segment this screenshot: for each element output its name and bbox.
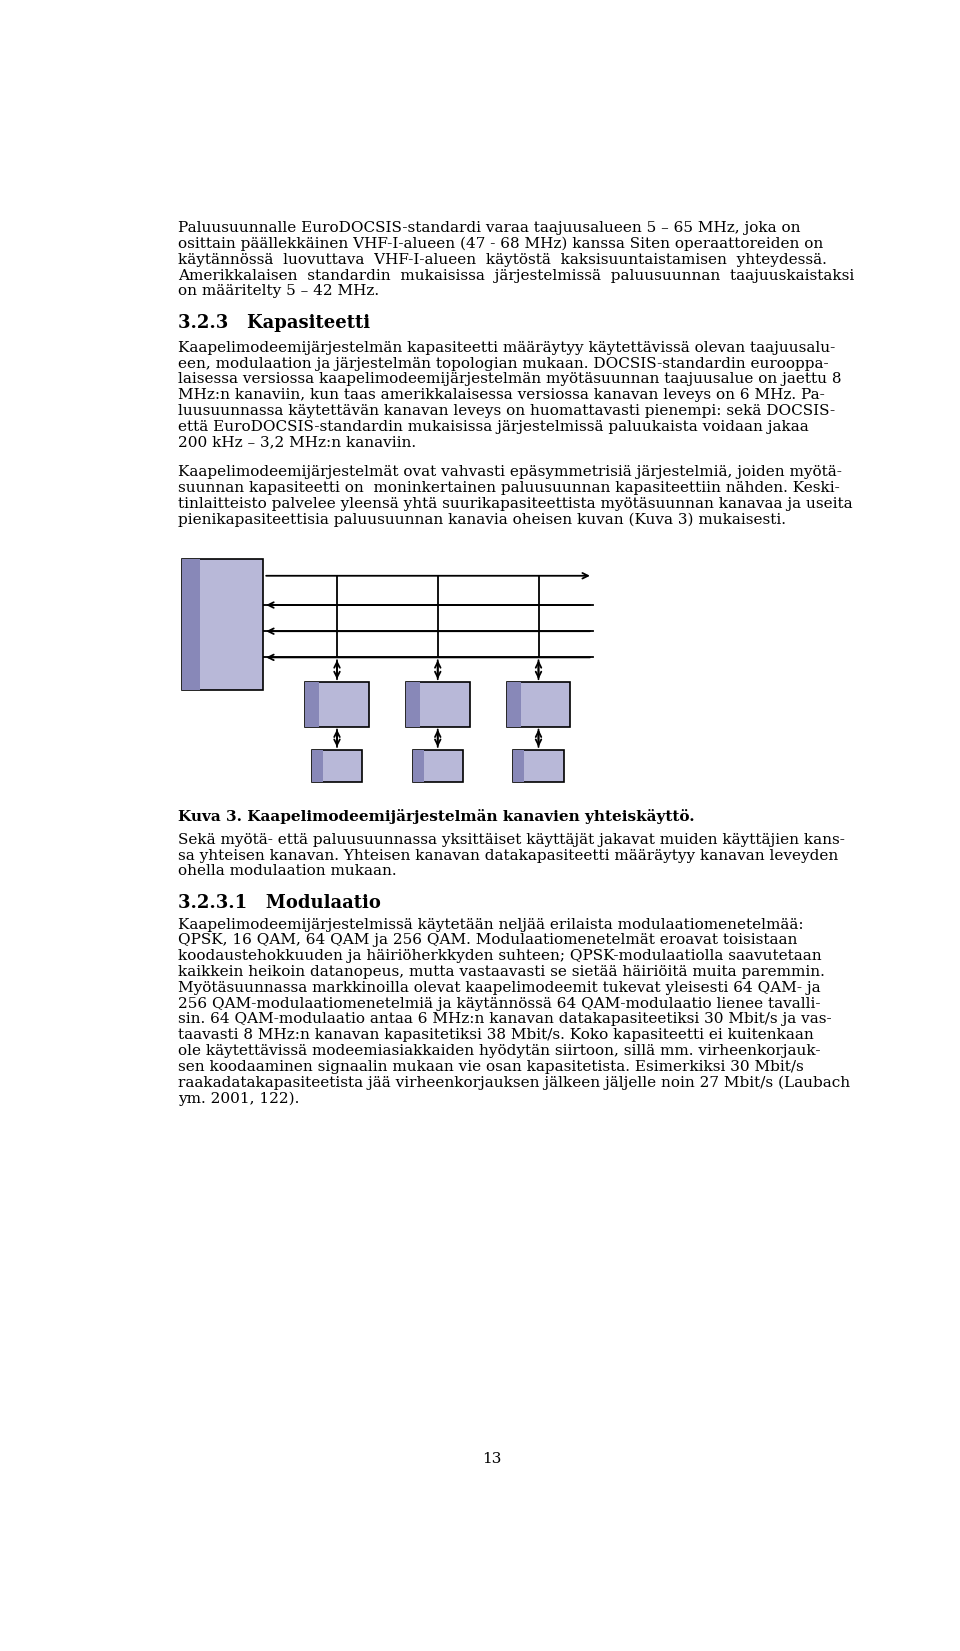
Text: 200 kHz – 3,2 MHz:n kanaviin.: 200 kHz – 3,2 MHz:n kanaviin. <box>179 436 417 449</box>
Text: PC: PC <box>426 771 449 786</box>
Bar <box>182 558 263 690</box>
Text: tinlaitteisto palvelee yleensä yhtä suurikapasiteettista myötäsuunnan kanavaa ja: tinlaitteisto palvelee yleensä yhtä suur… <box>179 497 852 510</box>
Text: 3.2.3.1   Modulaatio: 3.2.3.1 Modulaatio <box>179 893 381 911</box>
Text: laisessa versiossa kaapelimodeemijärjestelmän myötäsuunnan taajuusalue on jaettu: laisessa versiossa kaapelimodeemijärjest… <box>179 373 842 386</box>
Text: ohella modulaation mukaan.: ohella modulaation mukaan. <box>179 865 396 878</box>
Bar <box>514 750 564 783</box>
Text: on määritelty 5 – 42 MHz.: on määritelty 5 – 42 MHz. <box>179 284 379 299</box>
Text: osittain päällekkäinen VHF-I-alueen (47 - 68 MHz) kanssa Siten operaattoreiden o: osittain päällekkäinen VHF-I-alueen (47 … <box>179 238 824 251</box>
Text: käytännössä  luovuttava  VHF-I-alueen  käytöstä  kaksisuuntaistamisen  yhteydess: käytännössä luovuttava VHF-I-alueen käyt… <box>179 253 827 267</box>
Text: suunnan kapasiteetti on  moninkertainen paluusuunnan kapasiteettiin nähden. Kesk: suunnan kapasiteetti on moninkertainen p… <box>179 480 840 495</box>
Bar <box>406 682 469 726</box>
Text: Paluusuunnalle EuroDOCSIS-standardi varaa taajuusalueen 5 – 65 MHz, joka on: Paluusuunnalle EuroDOCSIS-standardi vara… <box>179 221 801 234</box>
Text: 3.2.3   Kapasiteetti: 3.2.3 Kapasiteetti <box>179 314 371 332</box>
Bar <box>413 750 423 783</box>
Text: ole käytettävissä modeemiasiakkaiden hyödytän siirtoon, sillä mm. virheenkorjauk: ole käytettävissä modeemiasiakkaiden hyö… <box>179 1043 821 1058</box>
Text: QPSK, 16 QAM, 64 QAM ja 256 QAM. Modulaatiomenetelmät eroavat toisistaan: QPSK, 16 QAM, 64 QAM ja 256 QAM. Modulaa… <box>179 933 798 948</box>
Text: Sekä myötä- että paluusuunnassa yksittäiset käyttäjät jakavat muiden käyttäjien : Sekä myötä- että paluusuunnassa yksittäi… <box>179 832 845 847</box>
Text: Kaapelimodeemijärjestelmissä käytetään neljää erilaista modulaatiomenetelmää:: Kaapelimodeemijärjestelmissä käytetään n… <box>179 918 804 931</box>
Text: CMTS: CMTS <box>197 631 249 644</box>
Text: 13: 13 <box>482 1453 502 1466</box>
Bar <box>507 682 520 726</box>
Text: koodaustehokkuuden ja häiriöherkkyden suhteen; QPSK-modulaatiolla saavutetaan: koodaustehokkuuden ja häiriöherkkyden su… <box>179 949 822 963</box>
Bar <box>312 750 362 783</box>
Text: KM: KM <box>422 710 453 725</box>
Text: Kaapelimodeemijärjestelmät ovat vahvasti epäsymmetrisiä järjestelmiä, joiden myö: Kaapelimodeemijärjestelmät ovat vahvasti… <box>179 466 842 479</box>
Bar <box>406 682 420 726</box>
Text: taavasti 8 MHz:n kanavan kapasitetiksi 38 Mbit/s. Koko kapasiteetti ei kuitenkaa: taavasti 8 MHz:n kanavan kapasitetiksi 3… <box>179 1029 814 1042</box>
Text: ym. 2001, 122).: ym. 2001, 122). <box>179 1091 300 1106</box>
Bar <box>305 682 369 726</box>
Text: 256 QAM-modulaatiomenetelmiä ja käytännössä 64 QAM-modulaatio lienee tavalli-: 256 QAM-modulaatiomenetelmiä ja käytännö… <box>179 997 821 1010</box>
Bar <box>312 750 323 783</box>
Text: sin. 64 QAM-modulaatio antaa 6 MHz:n kanavan datakapasiteetiksi 30 Mbit/s ja vas: sin. 64 QAM-modulaatio antaa 6 MHz:n kan… <box>179 1012 831 1027</box>
Text: raakadatakapasiteetista jää virheenkorjauksen jälkeen jäljelle noin 27 Mbit/s (L: raakadatakapasiteetista jää virheenkorja… <box>179 1075 851 1090</box>
Text: kaikkein heikoin datanopeus, mutta vastaavasti se sietää häiriöitä muita paremmi: kaikkein heikoin datanopeus, mutta vasta… <box>179 964 825 979</box>
Text: Myötäsuunnassa markkinoilla olevat kaapelimodeemit tukevat yleisesti 64 QAM- ja: Myötäsuunnassa markkinoilla olevat kaape… <box>179 981 821 996</box>
Text: sen koodaaminen signaalin mukaan vie osan kapasitetista. Esimerkiksi 30 Mbit/s: sen koodaaminen signaalin mukaan vie osa… <box>179 1060 804 1073</box>
Bar <box>514 750 524 783</box>
Bar <box>305 682 320 726</box>
Text: Amerikkalaisen  standardin  mukaisissa  järjestelmissä  paluusuunnan  taajuuskai: Amerikkalaisen standardin mukaisissa jär… <box>179 269 854 282</box>
Text: että EuroDOCSIS-standardin mukaisissa järjestelmissä paluukaista voidaan jakaa: että EuroDOCSIS-standardin mukaisissa jä… <box>179 419 809 434</box>
Text: pienikapasiteettisia paluusuunnan kanavia oheisen kuvan (Kuva 3) mukaisesti.: pienikapasiteettisia paluusuunnan kanavi… <box>179 512 786 527</box>
Text: KM: KM <box>322 710 352 725</box>
Bar <box>182 558 200 690</box>
Text: sa yhteisen kanavan. Yhteisen kanavan datakapasiteetti määräytyy kanavan leveyde: sa yhteisen kanavan. Yhteisen kanavan da… <box>179 849 838 862</box>
Text: Kaapelimodeemijärjestelmän kapasiteetti määräytyy käytettävissä olevan taajuusal: Kaapelimodeemijärjestelmän kapasiteetti … <box>179 340 835 355</box>
Text: luusuunnassa käytettävän kanavan leveys on huomattavasti pienempi: sekä DOCSIS-: luusuunnassa käytettävän kanavan leveys … <box>179 404 835 418</box>
Bar <box>413 750 463 783</box>
Bar <box>507 682 570 726</box>
Text: MHz:n kanaviin, kun taas amerikkalaisessa versiossa kanavan leveys on 6 MHz. Pa-: MHz:n kanaviin, kun taas amerikkalaisess… <box>179 388 825 403</box>
Text: Kuva 3. Kaapelimodeemijärjestelmän kanavien yhteiskäyttö.: Kuva 3. Kaapelimodeemijärjestelmän kanav… <box>179 809 695 824</box>
Text: PC: PC <box>325 771 348 786</box>
Text: een, modulaation ja järjestelmän topologian mukaan. DOCSIS-standardin eurooppa-: een, modulaation ja järjestelmän topolog… <box>179 357 828 370</box>
Text: PC: PC <box>527 771 550 786</box>
Text: KM: KM <box>523 710 554 725</box>
